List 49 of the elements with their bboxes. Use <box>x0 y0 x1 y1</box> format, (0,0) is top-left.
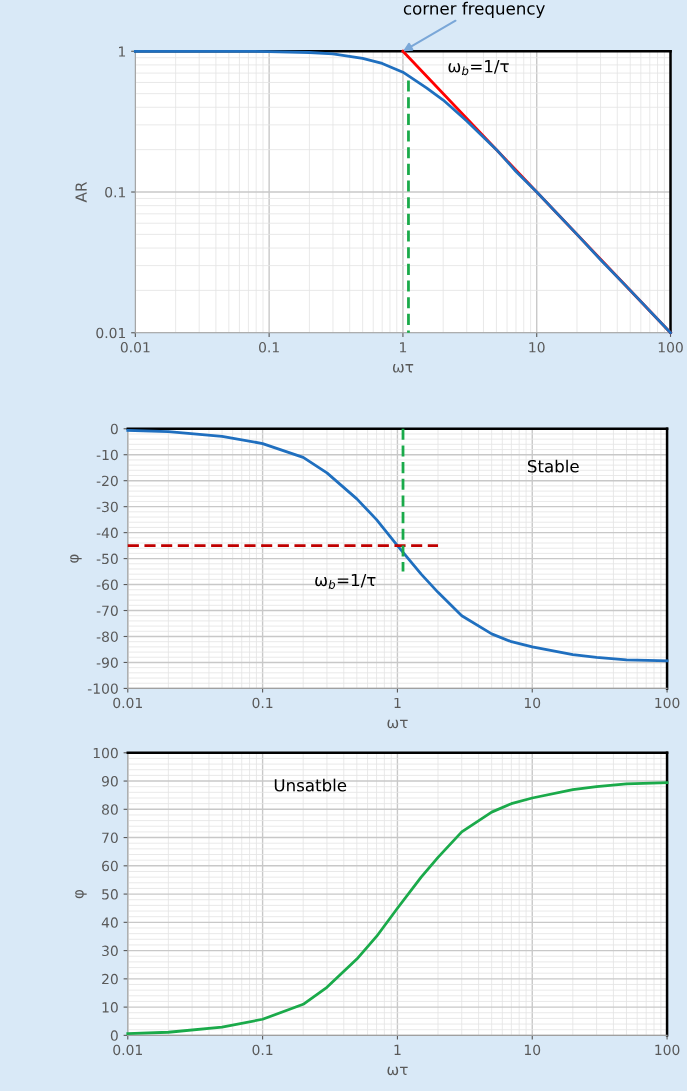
x-tick-label: 10 <box>524 697 541 709</box>
y-tick-label: -30 <box>96 501 118 513</box>
y-tick-label: -20 <box>96 475 118 487</box>
x-tick-label: 1 <box>394 697 401 708</box>
x-tick-label: 100 <box>658 342 683 353</box>
y-tick-label: 1 <box>119 46 126 57</box>
y-tick-label: 10 <box>102 1002 118 1013</box>
x-tick-label: 0.1 <box>259 342 279 353</box>
y-tick-label: 0.1 <box>105 186 126 198</box>
y-tick-label: 50 <box>102 889 118 900</box>
x-axis-title: ωτ <box>392 364 414 373</box>
y-tick-label: 90 <box>101 776 118 787</box>
x-tick-label: 10 <box>529 342 545 353</box>
x-tick-label: 10 <box>524 1044 541 1056</box>
y-tick-label: -80 <box>96 631 118 642</box>
x-axis-title: ωτ <box>387 1066 408 1076</box>
y-axis-title: φ <box>70 554 82 563</box>
y-tick-label: 0 <box>110 1030 118 1041</box>
y-tick-label: 30 <box>102 945 118 957</box>
y-tick-label: 40 <box>101 917 118 928</box>
x-tick-label: 1 <box>394 1044 401 1055</box>
y-tick-label: -10 <box>96 449 118 461</box>
y-tick-label: 80 <box>102 804 118 815</box>
y-tick-label: 0.01 <box>96 327 126 339</box>
x-tick-label: 100 <box>655 697 680 709</box>
x-tick-label: 100 <box>655 1044 680 1056</box>
x-tick-label: 0.1 <box>252 1044 273 1056</box>
y-tick-label: 20 <box>102 973 118 985</box>
annotation: corner frequency <box>403 1 545 18</box>
annotation: Stable <box>527 459 579 473</box>
y-tick-label: -100 <box>87 683 118 694</box>
y-axis-title: AR <box>75 181 87 203</box>
x-axis-title: ωτ <box>387 719 408 729</box>
y-tick-label: -70 <box>96 605 118 616</box>
y-tick-label: 100 <box>93 747 118 759</box>
annotation: ω$_{b}$=1/τ <box>315 573 376 589</box>
y-tick-label: 70 <box>102 832 118 844</box>
y-tick-label: -50 <box>96 553 118 565</box>
y-axis-title: φ <box>75 889 87 899</box>
y-tick-label: -40 <box>96 527 118 539</box>
x-tick-label: 0.01 <box>120 342 150 353</box>
annotation: ω$_{b}$=1/τ <box>448 60 509 76</box>
y-tick-label: -90 <box>96 657 118 668</box>
x-tick-label: 1 <box>400 342 407 353</box>
y-tick-label: -60 <box>96 579 118 591</box>
y-tick-label: 60 <box>102 860 118 872</box>
annotation: Unsatble <box>274 778 347 792</box>
x-tick-label: 0.1 <box>252 697 273 709</box>
y-tick-label: 0 <box>110 423 118 435</box>
